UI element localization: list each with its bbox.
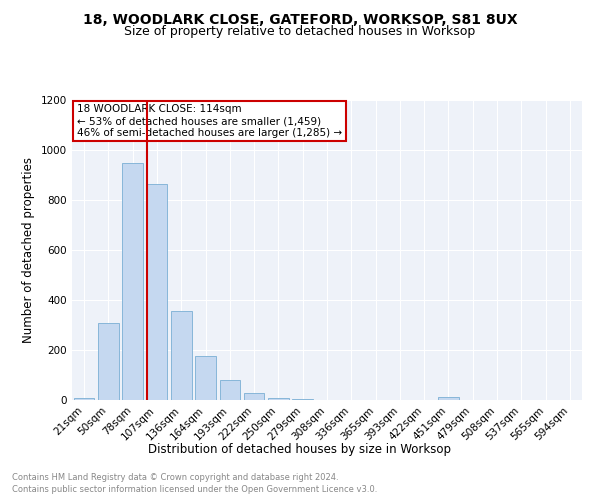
Text: 18 WOODLARK CLOSE: 114sqm
← 53% of detached houses are smaller (1,459)
46% of se: 18 WOODLARK CLOSE: 114sqm ← 53% of detac… (77, 104, 342, 138)
Bar (268, 398, 289, 400)
Bar (122, 162, 143, 400)
Bar (220, 380, 240, 400)
Y-axis label: Number of detached properties: Number of detached properties (22, 157, 35, 343)
Bar (98, 322, 119, 400)
Text: Contains public sector information licensed under the Open Government Licence v3: Contains public sector information licen… (12, 485, 377, 494)
Bar (438, 397, 459, 400)
Bar (195, 356, 216, 400)
Bar (74, 398, 94, 400)
Text: Distribution of detached houses by size in Worksop: Distribution of detached houses by size … (149, 442, 452, 456)
Text: Contains HM Land Registry data © Crown copyright and database right 2024.: Contains HM Land Registry data © Crown c… (12, 472, 338, 482)
Bar (146, 184, 167, 400)
Bar (244, 392, 265, 400)
Text: Size of property relative to detached houses in Worksop: Size of property relative to detached ho… (124, 25, 476, 38)
Bar (171, 311, 191, 400)
Bar (292, 399, 313, 400)
Text: 18, WOODLARK CLOSE, GATEFORD, WORKSOP, S81 8UX: 18, WOODLARK CLOSE, GATEFORD, WORKSOP, S… (83, 12, 517, 26)
